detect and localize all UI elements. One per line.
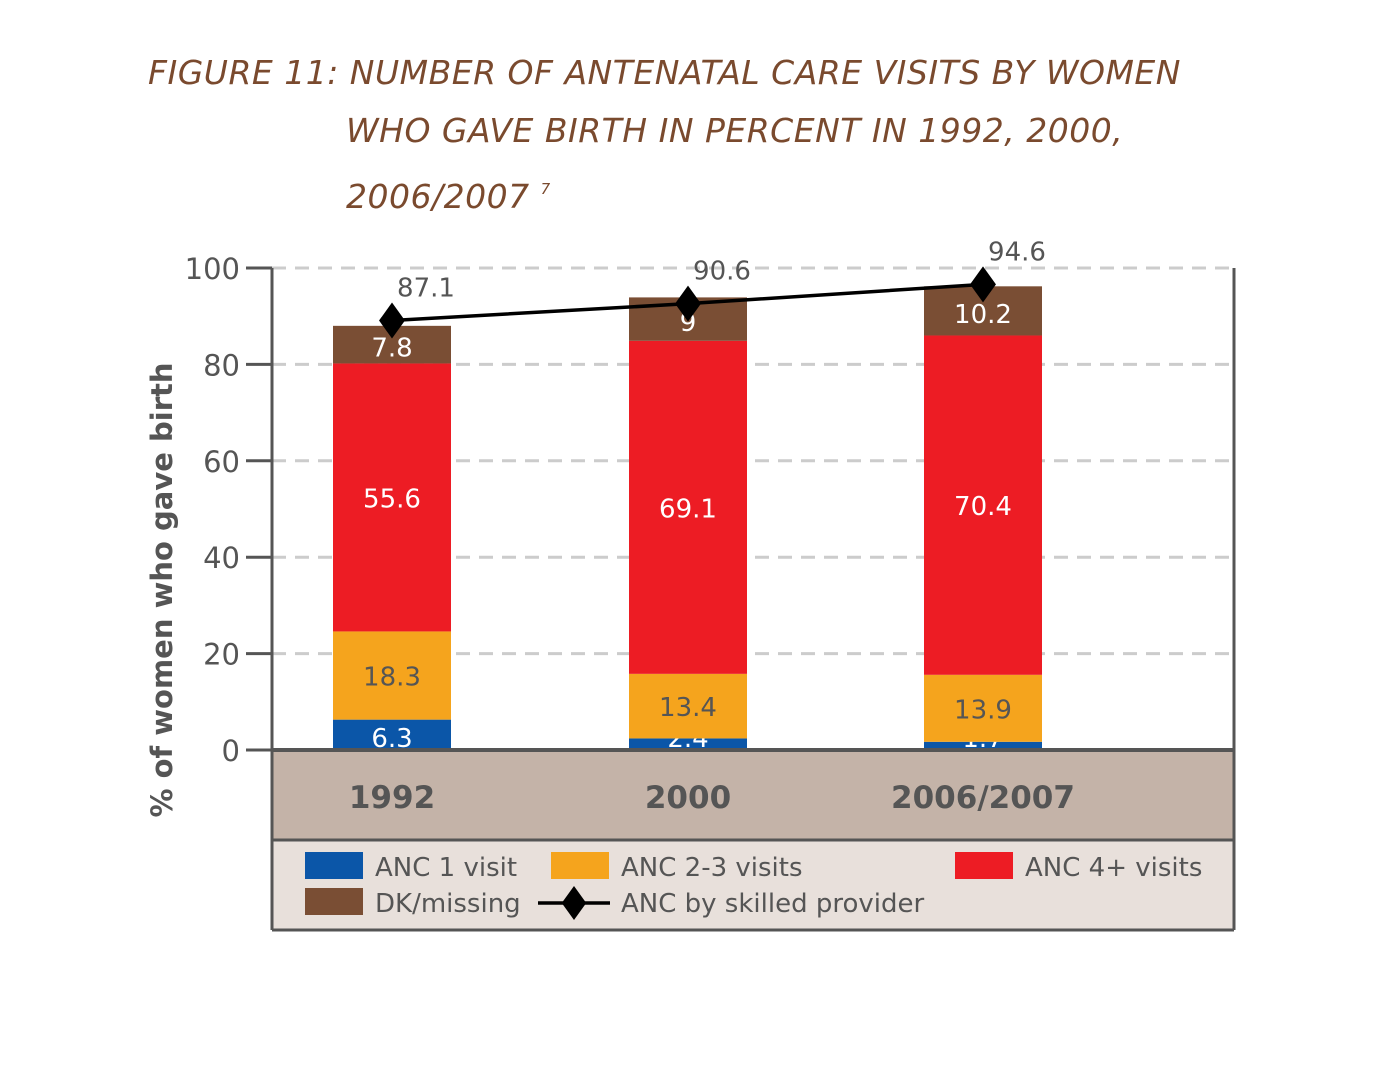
bar-value-label: 10.2: [954, 300, 1012, 330]
bar-value-label: 70.4: [954, 492, 1012, 522]
category-band: [272, 750, 1234, 840]
bar-value-label: 69.1: [659, 494, 717, 524]
y-axis-title: % of women who gave birth: [145, 362, 179, 817]
bar-value-label: 7.8: [371, 334, 412, 364]
title-line-3: 2006/2007 7: [148, 160, 1181, 226]
x-tick-label: 1992: [349, 780, 435, 816]
legend-line-marker: [561, 886, 587, 920]
bar-segment: [333, 719, 451, 750]
legend-swatch: [305, 852, 363, 879]
bar-value-label: 18.3: [363, 663, 421, 693]
legend-label: ANC 2-3 visits: [621, 853, 803, 883]
line-point-label: 90.6: [693, 257, 751, 287]
bar-value-label: 13.9: [954, 695, 1012, 725]
legend-label: ANC by skilled provider: [621, 889, 924, 919]
figure-title: FIGURE 11: NUMBER OF ANTENATAL CARE VISI…: [148, 44, 1181, 226]
legend-swatch: [551, 852, 609, 879]
bar-value-label: 55.6: [363, 484, 421, 514]
y-tick-label: 100: [185, 252, 240, 286]
legend-band: [272, 840, 1234, 930]
title-line-1: FIGURE 11: NUMBER OF ANTENATAL CARE VISI…: [148, 53, 1181, 92]
line-point-marker: [675, 285, 701, 322]
line-point-label: 94.6: [988, 237, 1046, 267]
bar-segment: [924, 741, 1042, 750]
bar-segment: [629, 738, 747, 750]
y-tick-label: 40: [203, 541, 240, 575]
legend-label: DK/missing: [375, 889, 521, 919]
bar-segment: [924, 335, 1042, 675]
bar-segment: [629, 673, 747, 739]
line-point-label: 87.1: [397, 274, 455, 304]
legend-label: ANC 1 visit: [375, 853, 517, 883]
line-point-marker: [970, 266, 996, 303]
bar-segment: [333, 363, 451, 632]
y-tick-label: 80: [203, 348, 240, 382]
legend-label: ANC 4+ visits: [1025, 853, 1202, 883]
title-line-3-text: 2006/2007: [346, 177, 530, 216]
title-footnote: 7: [540, 180, 551, 198]
y-tick-label: 20: [203, 638, 240, 672]
legend-swatch: [305, 888, 363, 915]
line-point-marker: [379, 302, 405, 339]
bar-segment: [924, 674, 1042, 742]
title-line-2: WHO GAVE BIRTH IN PERCENT IN 1992, 2000,: [346, 111, 1124, 150]
y-tick-label: 0: [222, 734, 240, 768]
x-tick-label: 2006/2007: [891, 780, 1075, 816]
bar-segment: [333, 631, 451, 720]
bar-value-label: 13.4: [659, 693, 717, 723]
bar-segment: [629, 340, 747, 674]
legend-swatch: [955, 852, 1013, 879]
y-tick-label: 60: [203, 445, 240, 479]
x-tick-label: 2000: [645, 780, 731, 816]
